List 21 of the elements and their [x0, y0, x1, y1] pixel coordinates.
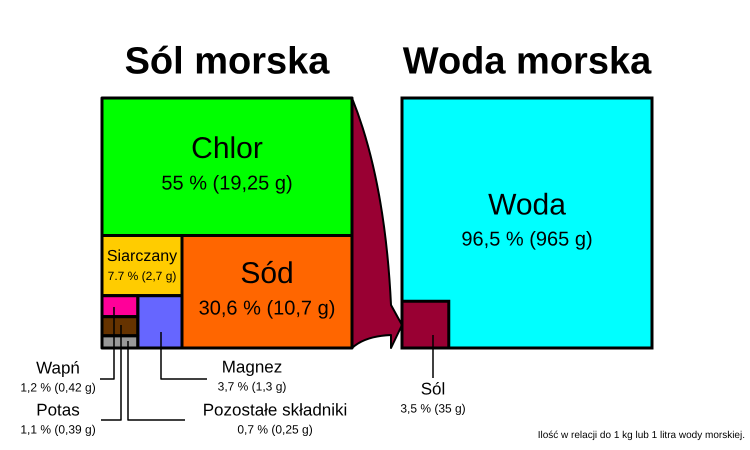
- data-label: 0,7 % (0,25 g): [237, 422, 313, 436]
- category-label: Pozostałe składniki: [202, 400, 348, 420]
- data-label: 55 % (19,25 g): [161, 172, 293, 194]
- category-label: Wapń: [36, 358, 80, 378]
- data-label: 96,5 % (965 g): [461, 228, 593, 251]
- category-label: Chlor: [191, 132, 263, 166]
- text: Ilość w relacji do 1 kg lub 1 litra wody morskiej.: [538, 430, 745, 441]
- data-label: 30,6 % (10,7 g): [198, 297, 336, 320]
- text: Sól morska: [124, 40, 330, 82]
- category-label: Potas: [36, 400, 80, 420]
- data-label: 7.7 % (2,7 g): [108, 268, 176, 283]
- category-label: Siarczany: [106, 248, 178, 265]
- data-label: 3,5 % (35 g): [400, 401, 466, 416]
- category-label: Sól: [420, 380, 446, 399]
- data-label: 1,1 % (0,39 g): [20, 422, 96, 436]
- data-label: 3,7 % (1,3 g): [218, 379, 286, 394]
- data-label: 1,2 % (0,42 g): [20, 380, 96, 394]
- category-label: Sód: [240, 257, 294, 290]
- text: Woda morska: [402, 40, 652, 82]
- category-label: Magnez: [222, 358, 282, 377]
- category-label: Woda: [488, 188, 566, 222]
